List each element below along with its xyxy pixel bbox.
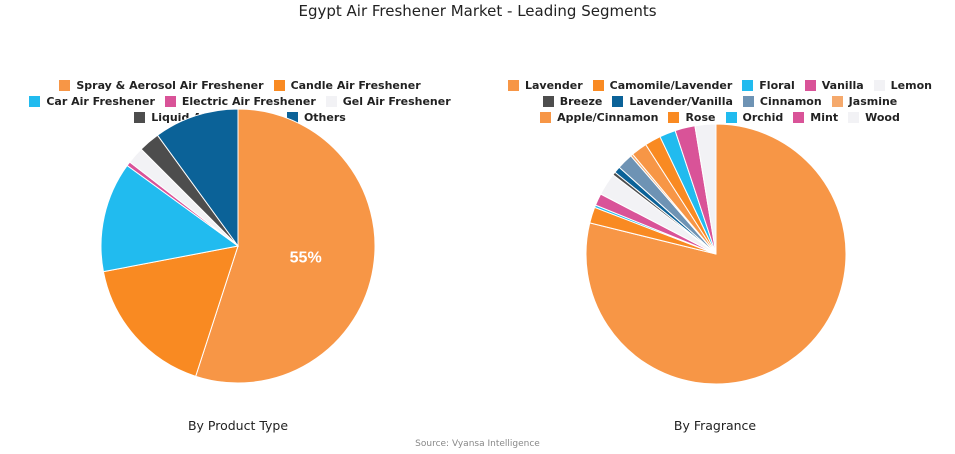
legend-item-lemon: Lemon [873,79,932,92]
legend-item-rose: Rose [668,111,716,124]
legend-item-apple-cinnamon: Apple/Cinnamon [540,111,658,124]
legend-label: Camomile/Lavender [609,79,733,92]
legend-item-breeze: Breeze [542,95,603,108]
legend-swatch [507,80,519,91]
legend-swatch [873,80,885,91]
legend-swatch [286,112,298,123]
caption-fragrance: By Fragrance [673,418,757,433]
legend-item-orchid: Orchid [725,111,784,124]
legend-item-floral: Floral [742,79,795,92]
legend-item-camomile-lavender: Camomile/Lavender [592,79,733,92]
legend-swatch [29,96,41,107]
source-note: Source: Vyansa Intelligence [415,439,540,449]
legend-item-wood: Wood [848,111,900,124]
legend-swatch [793,112,805,123]
chart-title: Egypt Air Freshener Market - Leading Seg… [298,2,657,20]
legend-swatch [592,80,604,91]
legend-swatch [742,80,754,91]
legend-item-car-air-freshener: Car Air Freshener [29,95,155,108]
legend-item-lavender-vanilla: Lavender/Vanilla [612,95,733,108]
legend-label: Floral [759,79,795,92]
legend-swatch [848,112,860,123]
legend-swatch [742,96,754,107]
legend-label: Others [303,111,346,124]
legend-label: Lavender/Vanilla [629,95,733,108]
legend-item-vanilla: Vanilla [804,79,864,92]
legend-item-mint: Mint [793,111,838,124]
legend-fragrance: Lavender Camomile/Lavender Floral Vanilla Le… [490,79,950,124]
legend-item-jasmine: Jasmine [831,95,898,108]
legend-item-spray-aerosol-air-freshener: Spray & Aerosol Air Freshener [59,79,264,92]
legend-label: Breeze [559,95,603,108]
legend-label: Rose [685,111,716,124]
legend-item-gel-air-freshener: Gel Air Freshener [325,95,451,108]
legend-item-lavender: Lavender [507,79,583,92]
legend-label: Candle Air Freshener [290,79,421,92]
legend-swatch [134,112,146,123]
legend-item-others: Others [286,111,346,124]
pie-slice-wood [694,123,717,255]
legend-swatch [542,96,554,107]
pie-slice-candle-air-freshener [102,245,239,377]
pie-slice-spray-aerosol-air-freshener [195,108,376,384]
legend-label: Lavender [524,79,583,92]
legend-label: Mint [810,111,839,124]
caption-product-type: By Product Type [187,418,289,433]
legend-label: Car Air Freshener [46,95,155,108]
legend-swatch [612,96,624,107]
legend-label: Orchid [742,111,784,124]
legend-swatch [540,112,552,123]
legend-item-electric-air-freshener: Electric Air Freshener [164,95,316,108]
legend-label: Jasmine [848,95,898,108]
pie-slice-car-air-freshener [100,164,240,273]
legend-swatch [668,112,680,123]
pie-slice-others [156,108,239,248]
legend-label: Vanilla [821,79,864,92]
legend-label: Lemon [890,79,932,92]
legend-label: Gel Air Freshener [342,95,451,108]
legend-swatch [164,96,176,107]
legend-label: Electric Air Freshener [181,95,316,108]
legend-swatch [725,112,737,123]
legend-swatch [59,80,71,91]
legend-swatch [831,96,843,107]
legend-swatch [273,80,285,91]
legend-label: Spray & Aerosol Air Freshener [76,79,264,92]
legend-label: Wood [865,111,900,124]
legend-label: Apple/Cinnamon [557,111,659,124]
legend-item-candle-air-freshener: Candle Air Freshener [273,79,421,92]
legend-swatch [325,96,337,107]
legend-label: Cinnamon [759,95,822,108]
data-label-spray-aerosol-air-freshener: 55% [290,250,322,267]
legend-swatch [804,80,816,91]
legend-item-cinnamon: Cinnamon [742,95,822,108]
